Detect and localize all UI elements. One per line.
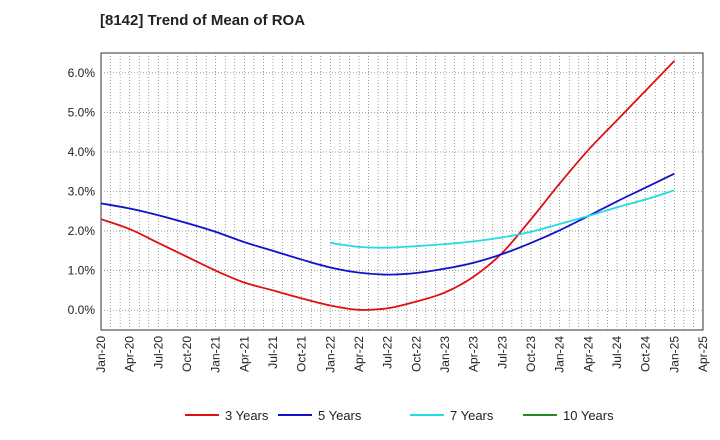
- x-tick-label: Apr-23: [467, 336, 481, 372]
- x-tick-label: Jul-20: [151, 336, 165, 369]
- x-tick-label: Apr-25: [696, 336, 710, 372]
- y-tick-label: 1.0%: [68, 264, 96, 278]
- series-line-5-years: [100, 172, 675, 276]
- y-axis-ticks: 0.0% 1.0% 2.0% 3.0% 4.0% 5.0% 6.0%: [68, 66, 96, 317]
- x-tick-label: Apr-24: [581, 336, 595, 372]
- legend-label: 10 Years: [563, 408, 614, 423]
- x-tick-label: Jul-23: [495, 336, 509, 369]
- series-line-7-years: [330, 189, 675, 249]
- x-tick-label: Jul-21: [266, 336, 280, 369]
- x-tick-label: Jan-22: [323, 336, 337, 373]
- x-tick-label: Apr-22: [352, 336, 366, 372]
- x-tick-label: Oct-24: [639, 336, 653, 372]
- series-lines: [100, 60, 675, 311]
- x-tick-label: Oct-21: [295, 336, 309, 372]
- x-tick-label: Oct-20: [180, 336, 194, 372]
- chart-title: [8142] Trend of Mean of ROA: [100, 12, 306, 29]
- y-tick-label: 2.0%: [68, 224, 96, 238]
- x-tick-label: Jul-24: [610, 336, 624, 369]
- x-tick-label: Jul-22: [381, 336, 395, 369]
- legend-label: 5 Years: [318, 408, 362, 423]
- x-tick-label: Oct-23: [524, 336, 538, 372]
- x-tick-label: Jan-21: [209, 336, 223, 373]
- x-axis-ticks: Jan-20 Apr-20 Jul-20 Oct-20 Jan-21 Apr-21 Jul-…: [94, 336, 710, 373]
- x-tick-label: Jan-25: [667, 336, 681, 373]
- y-tick-label: 0.0%: [68, 303, 96, 317]
- x-tick-label: Apr-21: [237, 336, 251, 372]
- y-tick-label: 6.0%: [68, 66, 96, 80]
- legend: 3 Years 5 Years 7 Years 10 Years: [185, 408, 614, 423]
- y-tick-label: 3.0%: [68, 185, 96, 199]
- x-tick-label: Jan-20: [94, 336, 108, 373]
- x-tick-label: Apr-20: [123, 336, 137, 372]
- x-tick-label: Jan-24: [553, 336, 567, 373]
- x-tick-label: Oct-22: [409, 336, 423, 372]
- y-tick-label: 4.0%: [68, 145, 96, 159]
- legend-label: 7 Years: [450, 408, 494, 423]
- series-line-3-years: [100, 60, 675, 311]
- y-tick-label: 5.0%: [68, 105, 96, 119]
- x-tick-label: Jan-23: [438, 336, 452, 373]
- legend-label: 3 Years: [225, 408, 269, 423]
